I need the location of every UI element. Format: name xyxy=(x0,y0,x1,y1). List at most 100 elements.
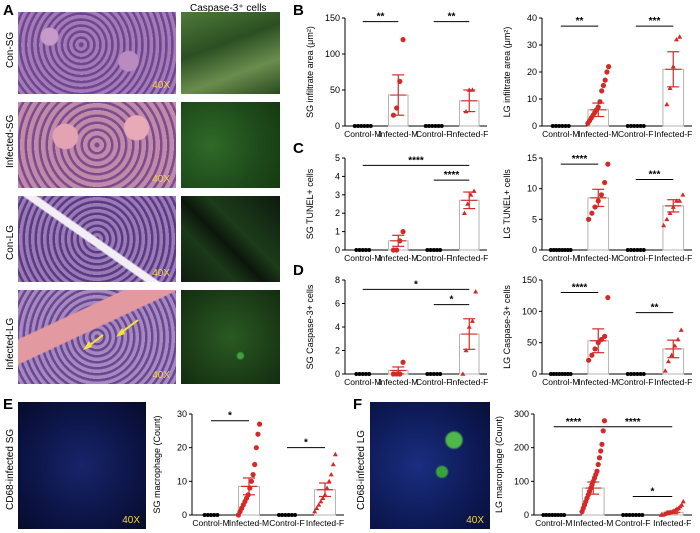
data-point xyxy=(627,513,632,517)
data-point xyxy=(553,124,558,128)
data-point xyxy=(471,188,477,193)
data-point xyxy=(426,124,431,128)
x-tick-label: Infected-M xyxy=(578,129,618,139)
x-tick-label: Control-F xyxy=(618,253,653,263)
data-point xyxy=(599,441,605,447)
x-tick-label: Infected-M xyxy=(229,518,269,528)
y-tick-label: 8 xyxy=(335,275,340,285)
data-point xyxy=(560,124,565,128)
data-point xyxy=(439,124,444,128)
data-point xyxy=(247,485,253,491)
data-point xyxy=(367,372,372,376)
data-point xyxy=(586,357,592,363)
data-point xyxy=(209,513,213,517)
data-point xyxy=(461,210,467,215)
x-tick-label: Infected-M xyxy=(378,377,418,387)
data-point xyxy=(664,101,670,107)
x-tick-label: Infected-F xyxy=(653,518,691,528)
data-point xyxy=(289,513,294,517)
caspase-image-con-lg xyxy=(181,196,280,282)
data-point xyxy=(202,513,207,517)
significance-label: *** xyxy=(649,169,661,180)
data-point xyxy=(312,509,318,514)
magnification-label: 40X xyxy=(152,80,170,91)
he-image-infected-lg: 40X xyxy=(18,290,176,384)
data-point xyxy=(598,192,605,198)
significance-label: **** xyxy=(444,170,460,181)
magnification-label: 40X xyxy=(122,515,140,526)
chart-lg-macrophage: LG macrophage (Count) 0 100 200 300 Control-M… xyxy=(494,409,692,528)
y-tick-label: 1 xyxy=(335,227,340,237)
y-tick-label: 0 xyxy=(532,369,537,379)
data-point xyxy=(641,124,646,128)
data-point xyxy=(283,513,288,517)
data-point xyxy=(678,327,684,332)
data-point xyxy=(212,513,217,517)
data-point xyxy=(438,372,443,376)
chart-lg-caspase: LG Caspase-3+ cells050100150Control-MInf… xyxy=(502,275,692,387)
data-point xyxy=(672,343,678,348)
y-axis-label: SG infiltrate area (μm²) xyxy=(305,26,315,118)
data-point xyxy=(318,498,324,504)
data-point xyxy=(641,372,646,376)
data-point xyxy=(465,201,471,206)
panel-letter-f: F xyxy=(353,396,363,413)
significance-label: ** xyxy=(377,12,385,23)
significance-label: * xyxy=(414,279,418,290)
data-point xyxy=(431,248,436,252)
data-point xyxy=(360,372,365,376)
data-point xyxy=(330,461,336,467)
data-point xyxy=(541,513,546,517)
y-tick-label: 10 xyxy=(177,476,187,486)
data-point xyxy=(667,210,673,215)
data-point xyxy=(466,87,472,92)
arrow-icon xyxy=(83,319,139,350)
data-point xyxy=(352,124,357,128)
data-point xyxy=(557,124,562,128)
data-point xyxy=(605,161,611,167)
data-point xyxy=(597,99,603,105)
data-point xyxy=(394,105,400,111)
data-point xyxy=(397,238,403,244)
x-tick-label: Control-M xyxy=(542,129,579,139)
data-point xyxy=(430,124,435,128)
data-point xyxy=(628,248,633,252)
significance-label: **** xyxy=(572,154,588,165)
data-point xyxy=(286,513,291,517)
data-point xyxy=(332,451,338,457)
data-point xyxy=(433,124,438,128)
data-point xyxy=(595,461,601,468)
y-tick-label: 0 xyxy=(335,121,340,131)
data-point xyxy=(559,513,564,517)
data-point xyxy=(245,492,251,498)
cd68-image-lg: 40X xyxy=(370,402,490,529)
y-tick-label: 10 xyxy=(527,184,537,194)
y-axis-label: SG Caspase-3+ cells xyxy=(305,284,315,369)
data-point xyxy=(557,372,562,376)
data-point xyxy=(595,340,601,346)
data-point xyxy=(359,124,364,128)
data-point xyxy=(675,336,681,342)
x-tick-label: Infected-F xyxy=(654,377,692,387)
data-point xyxy=(568,248,573,252)
data-point xyxy=(641,248,646,252)
magnification-label: 40X xyxy=(152,174,170,185)
x-tick-label: Infected-M xyxy=(578,377,618,387)
data-point xyxy=(551,248,556,252)
y-tick-label: 0 xyxy=(532,121,537,131)
data-point xyxy=(635,124,640,128)
data-point xyxy=(400,37,406,43)
data-point xyxy=(624,513,629,517)
y-tick-label: 100 xyxy=(325,49,340,59)
data-point xyxy=(589,352,595,358)
data-point xyxy=(565,372,570,376)
significance-label: ** xyxy=(448,12,456,23)
data-point xyxy=(679,502,685,507)
x-tick-label: Control-M xyxy=(542,377,579,387)
data-point xyxy=(638,124,643,128)
data-point xyxy=(628,124,633,128)
x-tick-label: Infected-M xyxy=(378,253,418,263)
x-tick-label: Control-F xyxy=(416,377,451,387)
caspase-image-con-sg xyxy=(181,12,280,94)
data-point xyxy=(606,64,612,70)
